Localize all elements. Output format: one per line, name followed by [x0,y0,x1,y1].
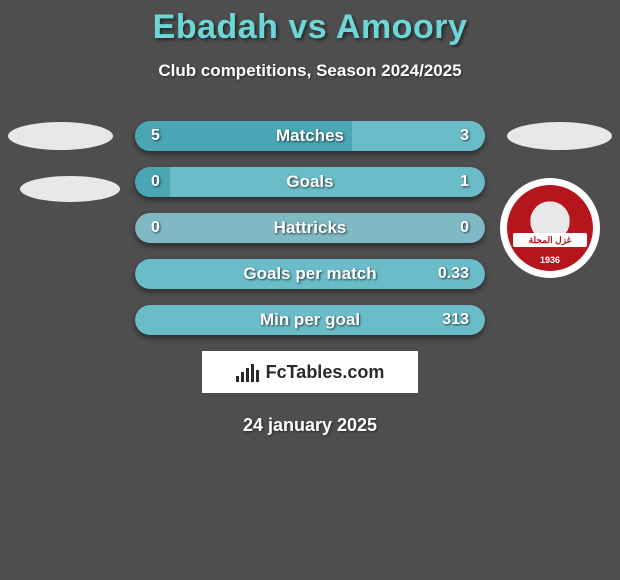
club-logo-name: غزل المحلة [513,233,587,247]
stat-label: Goals [195,172,425,192]
branding-badge: FcTables.com [202,351,418,393]
page-title: Ebadah vs Amoory [0,0,620,47]
stat-right-value: 0.33 [425,265,485,283]
stat-label: Goals per match [195,264,425,284]
stat-left-value: 0 [135,219,195,237]
player1-club-placeholder [20,176,120,202]
stat-right-value: 0 [425,219,485,237]
stat-row: Goals per match0.33 [135,259,485,289]
stat-left-value: 5 [135,127,195,145]
stat-row: 0Hattricks0 [135,213,485,243]
comparison-content: غزل المحلة 1936 5Matches30Goals10Hattric… [0,121,620,436]
stat-right-value: 313 [425,311,485,329]
stat-label: Matches [195,126,425,146]
player2-photo-placeholder [507,122,612,150]
club-logo-year: 1936 [507,255,593,265]
date-text: 24 january 2025 [0,415,620,436]
stat-left-value: 0 [135,173,195,191]
stat-row: 0Goals1 [135,167,485,197]
stat-row: Min per goal313 [135,305,485,335]
stat-right-value: 3 [425,127,485,145]
player2-club-logo: غزل المحلة 1936 [500,178,600,278]
stat-rows: 5Matches30Goals10Hattricks0Goals per mat… [135,121,485,335]
stat-row: 5Matches3 [135,121,485,151]
branding-text: FcTables.com [266,362,385,383]
stat-label: Min per goal [195,310,425,330]
branding-bars-icon [236,362,260,382]
subtitle: Club competitions, Season 2024/2025 [0,61,620,81]
player1-photo-placeholder [8,122,113,150]
stat-label: Hattricks [195,218,425,238]
stat-right-value: 1 [425,173,485,191]
